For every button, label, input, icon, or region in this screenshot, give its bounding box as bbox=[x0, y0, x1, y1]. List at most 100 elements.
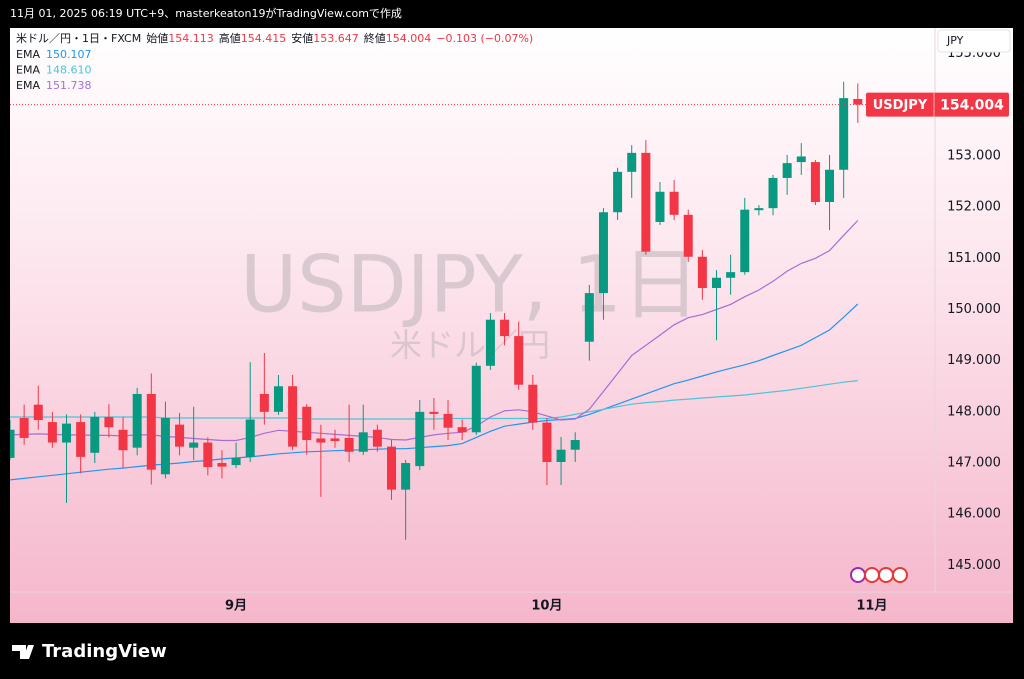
candle-body bbox=[839, 98, 849, 170]
candle-body bbox=[754, 208, 764, 211]
candle-body bbox=[697, 256, 707, 288]
candle-body bbox=[712, 277, 721, 288]
y-tick-label: 151.000 bbox=[947, 251, 1001, 266]
candle-body bbox=[372, 429, 382, 447]
candle-body bbox=[104, 416, 114, 428]
x-tick-label: 11月 bbox=[856, 599, 887, 614]
legend-value: 153.647 bbox=[313, 32, 359, 45]
candle-body bbox=[528, 384, 538, 423]
candle-body bbox=[613, 171, 623, 213]
candle-body bbox=[118, 429, 128, 451]
candle-body bbox=[726, 272, 736, 278]
x-tick-label: 10月 bbox=[531, 599, 562, 614]
price-tag-box bbox=[866, 92, 1009, 117]
candle-body bbox=[132, 393, 142, 448]
candle-body bbox=[542, 422, 552, 463]
candle-body bbox=[429, 411, 439, 414]
candle-body bbox=[825, 169, 835, 203]
candle-body bbox=[203, 442, 213, 468]
candle-body bbox=[796, 156, 806, 163]
candle-body bbox=[245, 419, 255, 457]
y-tick-label: 152.000 bbox=[947, 200, 1001, 215]
candle-body bbox=[627, 152, 637, 172]
legend-label: 高値 bbox=[219, 31, 241, 45]
candle-body bbox=[443, 413, 453, 428]
candle-body bbox=[471, 365, 481, 433]
legend: 米ドル／円・1日・FXCM 始値154.113 高値154.415 安値153.647… bbox=[16, 31, 533, 92]
candle-body bbox=[175, 424, 185, 447]
legend-ema-value: 150.107 bbox=[46, 48, 92, 61]
legend-label: 終値 bbox=[364, 31, 386, 45]
candle-body bbox=[316, 438, 326, 443]
brand-name: TradingView bbox=[42, 641, 167, 662]
candle-body bbox=[146, 393, 156, 470]
legend-ema-value: 148.610 bbox=[46, 64, 92, 77]
legend-ema: EMA 151.738 bbox=[16, 79, 91, 92]
legend-value: 154.415 bbox=[241, 32, 287, 45]
legend-ema-value: 151.738 bbox=[46, 79, 92, 92]
candle-body bbox=[810, 162, 820, 203]
candle-body bbox=[584, 293, 594, 342]
legend-ema-name: EMA bbox=[16, 64, 40, 77]
legend-ema: EMA 150.107 bbox=[16, 48, 91, 61]
candle-body bbox=[76, 422, 86, 457]
candle-body bbox=[273, 386, 283, 412]
legend-symbol: 米ドル／円・1日・FXCM bbox=[16, 32, 141, 45]
price-tag-value: 154.004 bbox=[940, 98, 1004, 114]
candle-body bbox=[500, 319, 510, 337]
legend-value: 154.113 bbox=[168, 32, 214, 45]
candle-body bbox=[344, 437, 354, 452]
candle-body bbox=[231, 457, 241, 466]
legend-ema-name: EMA bbox=[16, 79, 40, 92]
candle-body bbox=[514, 336, 524, 385]
event-icons bbox=[850, 567, 908, 583]
y-tick-label: 145.000 bbox=[947, 558, 1001, 573]
candle-body bbox=[160, 417, 170, 475]
watermark: USDJPY, 1日 bbox=[240, 240, 700, 330]
price-tag-symbol: USDJPY bbox=[873, 98, 928, 113]
candle-body bbox=[485, 319, 495, 366]
candle-body bbox=[33, 404, 43, 421]
y-tick-label: 150.000 bbox=[947, 302, 1001, 317]
candle-body bbox=[19, 417, 29, 438]
watermark-sub: 米ドル／円 bbox=[390, 326, 550, 364]
candle-body bbox=[288, 386, 298, 447]
legend-value: 154.004 bbox=[386, 32, 432, 45]
legend-ohlc: 米ドル／円・1日・FXCM 始値154.113 高値154.415 安値153.647… bbox=[16, 31, 533, 45]
candle-body bbox=[570, 439, 580, 450]
y-tick-label: 149.000 bbox=[947, 353, 1001, 368]
candle-body bbox=[47, 422, 57, 443]
caption: 11月 01, 2025 06:19 UTC+9、masterkeaton19が… bbox=[10, 6, 402, 20]
candle-body bbox=[641, 152, 651, 252]
legend-label: 安値 bbox=[291, 31, 313, 45]
candle-body bbox=[782, 163, 792, 178]
candle-body bbox=[189, 442, 199, 448]
currency-button[interactable] bbox=[937, 29, 1011, 53]
candle-body bbox=[457, 427, 467, 433]
x-tick-label: 9月 bbox=[225, 599, 247, 614]
candle-body bbox=[387, 446, 397, 490]
legend-ema: EMA 148.610 bbox=[16, 64, 91, 77]
candle-body bbox=[10, 429, 15, 458]
y-tick-label: 146.000 bbox=[947, 507, 1001, 522]
candle-body bbox=[768, 177, 778, 209]
candle-body bbox=[415, 411, 425, 467]
axes: 145.000 146.000 147.000 148.000 149.000 150.0… bbox=[225, 46, 1001, 613]
candle-body bbox=[259, 393, 269, 412]
candle-body bbox=[853, 98, 863, 105]
candle-body bbox=[62, 423, 72, 443]
currency-label[interactable]: JPY bbox=[946, 34, 964, 47]
y-tick-label: 153.000 bbox=[947, 148, 1001, 163]
candle-body bbox=[669, 191, 679, 215]
candle-body bbox=[302, 406, 312, 440]
legend-ema-name: EMA bbox=[16, 48, 40, 61]
candle-body bbox=[598, 212, 608, 294]
legend-label: 始値 bbox=[146, 31, 168, 45]
candle-body bbox=[217, 463, 227, 467]
plot bbox=[10, 81, 863, 540]
candle-body bbox=[683, 214, 693, 257]
candle-body bbox=[740, 209, 750, 273]
candle-body bbox=[358, 432, 368, 452]
y-tick-label: 147.000 bbox=[947, 456, 1001, 471]
